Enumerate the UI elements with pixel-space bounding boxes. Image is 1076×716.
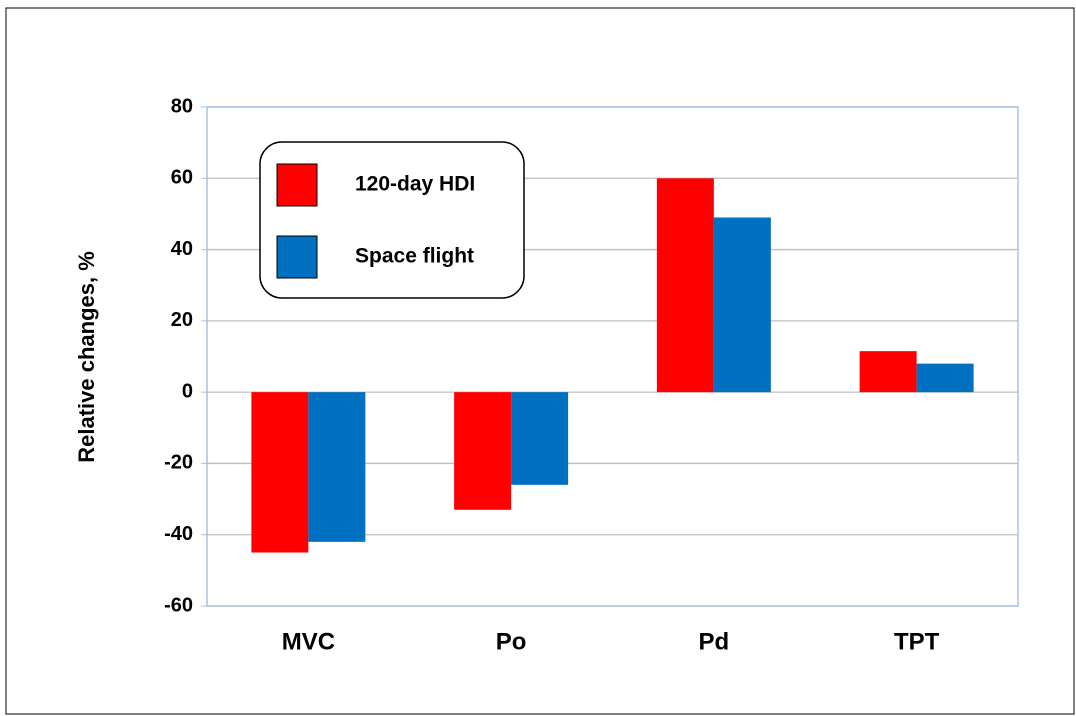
- y-tick-label: -40: [164, 523, 193, 545]
- bar: [859, 351, 917, 393]
- bar: [656, 178, 714, 393]
- x-tick-label: Po: [496, 628, 527, 655]
- x-tick-label: TPT: [894, 628, 940, 655]
- legend-swatch: [276, 163, 318, 207]
- y-tick-label: 0: [182, 380, 193, 402]
- plot-border: [206, 106, 1019, 607]
- bar: [916, 363, 974, 393]
- bar: [511, 392, 569, 485]
- y-tick-label: -20: [164, 452, 193, 474]
- bar: [251, 392, 309, 553]
- frame: [5, 7, 1075, 715]
- y-tick-label: -60: [164, 594, 193, 616]
- y-axis-label: Relative changes, %: [74, 251, 99, 463]
- bar: [713, 217, 771, 393]
- y-tick-label: 40: [171, 238, 193, 260]
- y-tick-label: 20: [171, 309, 193, 331]
- legend-box: [259, 141, 525, 299]
- bar: [308, 392, 366, 542]
- y-tick-label: 60: [171, 167, 193, 189]
- legend-label: Space flight: [355, 245, 474, 268]
- x-tick-label: MVC: [282, 628, 335, 655]
- legend-label: 120-day HDI: [355, 173, 475, 196]
- bar: [454, 392, 512, 510]
- y-tick-label: 80: [171, 95, 193, 117]
- x-tick-label: Pd: [699, 628, 730, 655]
- legend-swatch: [276, 235, 318, 279]
